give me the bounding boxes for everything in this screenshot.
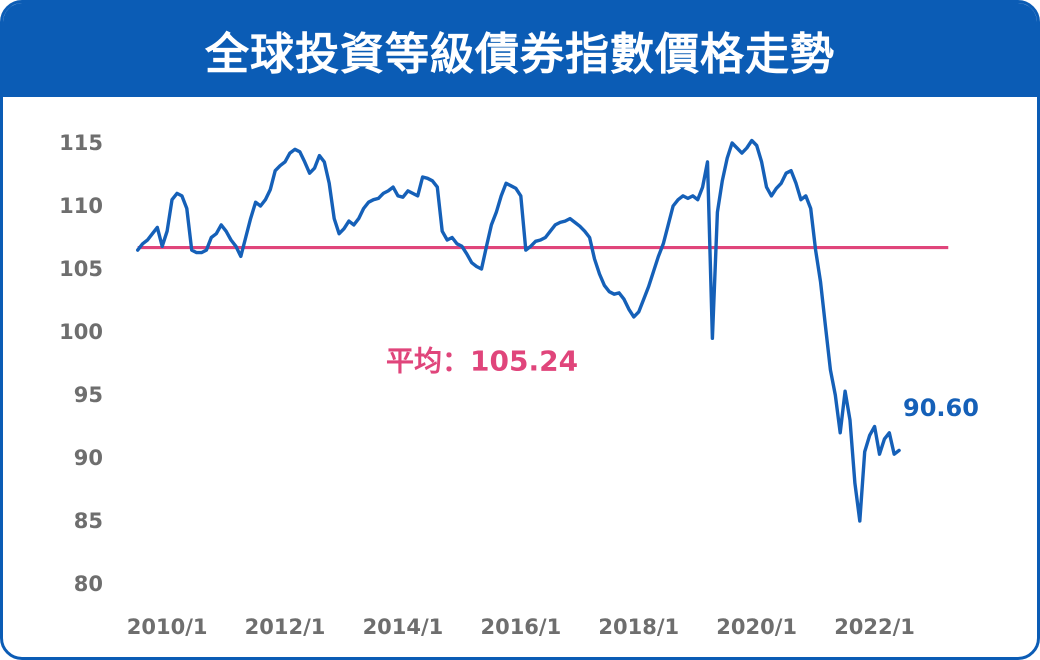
chart-title: 全球投資等級債券指數價格走勢 (205, 29, 835, 80)
annotation-labels: 平均：105.24 90.60 (386, 345, 979, 423)
y-tick-label: 90 (74, 446, 103, 470)
y-tick-label: 85 (74, 509, 103, 533)
x-tick-label: 2020/1 (716, 615, 797, 639)
x-axis-tick-labels: 2010/1 2012/1 2014/1 2016/1 2018/1 2020/1 2022… (127, 615, 915, 639)
x-tick-label: 2018/1 (598, 615, 679, 639)
x-tick-label: 2014/1 (363, 615, 444, 639)
x-tick-label: 2012/1 (245, 615, 326, 639)
y-tick-label: 105 (59, 257, 103, 281)
y-tick-label: 110 (59, 194, 103, 218)
y-axis-tick-labels: 80 85 90 95 100 105 110 115 (59, 131, 103, 596)
average-label: 平均：105.24 (386, 345, 578, 378)
y-tick-label: 95 (74, 383, 103, 407)
x-tick-label: 2022/1 (834, 615, 915, 639)
series-line (136, 138, 901, 523)
x-tick-label: 2010/1 (127, 615, 208, 639)
series-group (136, 138, 901, 523)
y-tick-label: 80 (74, 572, 103, 596)
x-tick-label: 2016/1 (480, 615, 561, 639)
y-tick-label: 115 (59, 131, 103, 155)
title-banner: 全球投資等級債券指數價格走勢 (3, 3, 1037, 97)
y-tick-label: 100 (59, 320, 103, 344)
end-value-label: 90.60 (903, 394, 979, 422)
